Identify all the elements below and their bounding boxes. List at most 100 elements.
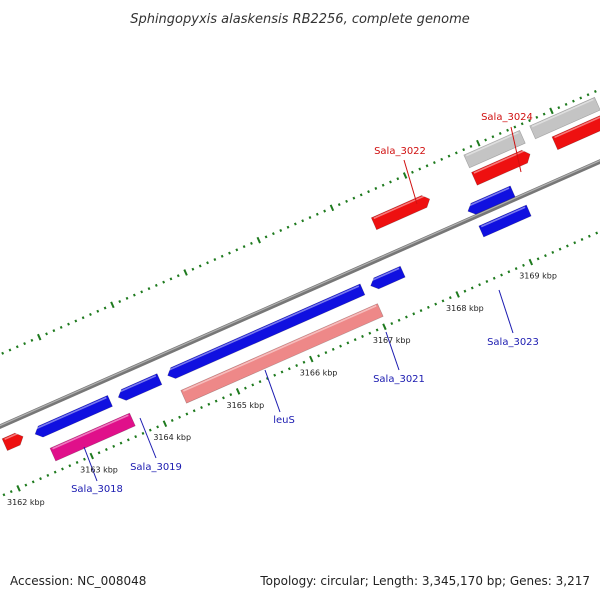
scale-label-3167: 3167 kbp bbox=[373, 336, 411, 345]
minor-tick-1 bbox=[375, 328, 379, 332]
minor-tick-1 bbox=[536, 257, 540, 261]
scale-label-3164: 3164 kbp bbox=[153, 433, 191, 442]
minor-tick-0 bbox=[513, 125, 517, 129]
minor-tick-1 bbox=[426, 305, 430, 309]
scale-label-3162: 3162 kbp bbox=[7, 498, 45, 507]
backbone-line bbox=[0, 159, 600, 430]
gene-sala-3021 bbox=[370, 265, 406, 290]
scale-label-3166: 3166 kbp bbox=[300, 369, 338, 378]
minor-tick-1 bbox=[595, 231, 599, 235]
minor-tick-1 bbox=[361, 334, 364, 338]
minor-tick-0 bbox=[447, 154, 451, 158]
map-title: Sphingopyxis alaskensis RB2256, complete… bbox=[130, 12, 470, 27]
major-tick-1 bbox=[528, 258, 534, 266]
gene-leus bbox=[180, 303, 384, 404]
label-leaders bbox=[83, 126, 522, 482]
gene-sala-3023-shine bbox=[480, 206, 526, 228]
map-labels: 3162 kbp 3163 kbp 3164 kbp 3165 kbp 3166 kbp… bbox=[7, 112, 557, 507]
minor-tick-1 bbox=[61, 467, 64, 471]
gene-sala-3018-shine bbox=[52, 414, 129, 450]
minor-tick-1 bbox=[200, 406, 203, 410]
gene-sala-3017 bbox=[1, 432, 24, 451]
minor-tick-0 bbox=[30, 338, 34, 342]
minor-tick-0 bbox=[23, 342, 26, 346]
gene-sala-3025-gray bbox=[529, 96, 600, 140]
minor-tick-0 bbox=[89, 312, 92, 316]
leader-sala_3023 bbox=[498, 289, 514, 334]
minor-tick-0 bbox=[286, 225, 290, 229]
minor-tick-1 bbox=[214, 399, 218, 403]
minor-tick-0 bbox=[359, 193, 363, 197]
minor-tick-0 bbox=[498, 131, 502, 135]
minor-tick-0 bbox=[118, 300, 122, 304]
minor-tick-1 bbox=[287, 367, 291, 371]
minor-tick-0 bbox=[1, 351, 5, 355]
minor-tick-0 bbox=[154, 283, 158, 287]
gene-label-leus: leuS bbox=[273, 415, 295, 426]
leader-leus bbox=[264, 369, 281, 413]
minor-tick-0 bbox=[462, 148, 466, 152]
minor-tick-0 bbox=[169, 277, 173, 281]
minor-tick-1 bbox=[514, 267, 518, 271]
topology-text: Topology: circular; Length: 3,345,170 bp… bbox=[260, 574, 590, 588]
minor-tick-0 bbox=[15, 345, 19, 349]
minor-tick-1 bbox=[222, 396, 225, 400]
minor-tick-0 bbox=[67, 322, 70, 326]
minor-tick-1 bbox=[119, 441, 123, 445]
gene-sala-3025-gray-shine bbox=[531, 98, 594, 128]
minor-tick-1 bbox=[419, 309, 423, 313]
minor-tick-0 bbox=[528, 119, 531, 123]
leader-sala_3022 bbox=[403, 159, 418, 205]
major-tick-0 bbox=[476, 139, 481, 147]
scale-label-3168: 3168 kbp bbox=[446, 304, 484, 313]
minor-tick-1 bbox=[178, 415, 181, 419]
minor-tick-0 bbox=[352, 196, 356, 200]
gene-leus-shine bbox=[182, 305, 377, 392]
major-tick-1 bbox=[309, 355, 314, 363]
major-tick-0 bbox=[110, 301, 115, 309]
gene-label-sala-3023: Sala_3023 bbox=[487, 337, 539, 348]
major-tick-0 bbox=[183, 269, 188, 276]
major-tick-1 bbox=[89, 452, 94, 460]
minor-tick-0 bbox=[345, 199, 348, 203]
minor-tick-1 bbox=[24, 483, 28, 487]
tick-marks bbox=[1, 89, 599, 497]
gene-sala-3019-shine bbox=[117, 375, 157, 394]
minor-tick-1 bbox=[558, 247, 562, 251]
minor-tick-0 bbox=[315, 212, 319, 216]
minor-tick-0 bbox=[8, 348, 12, 352]
minor-tick-1 bbox=[573, 241, 577, 245]
gene-sala-3025 bbox=[551, 115, 600, 151]
major-tick-0 bbox=[549, 107, 554, 115]
gene-sala-3024 bbox=[471, 149, 531, 186]
minor-tick-0 bbox=[213, 258, 217, 262]
minor-tick-0 bbox=[235, 248, 239, 252]
minor-tick-1 bbox=[75, 460, 79, 464]
minor-tick-1 bbox=[302, 360, 306, 364]
gene-sala-3025-shine bbox=[554, 116, 600, 139]
gene-leus-a bbox=[167, 283, 366, 379]
minor-tick-1 bbox=[170, 418, 174, 422]
minor-tick-1 bbox=[39, 477, 42, 481]
minor-tick-1 bbox=[280, 370, 284, 374]
gene-sala-3018 bbox=[49, 412, 136, 462]
gene-sala-3017-shine bbox=[4, 432, 20, 441]
minor-tick-1 bbox=[2, 493, 6, 497]
minor-tick-1 bbox=[580, 237, 584, 241]
gene-sala-3023a bbox=[467, 185, 516, 215]
major-tick-0 bbox=[37, 333, 42, 341]
minor-tick-0 bbox=[454, 151, 458, 155]
minor-tick-0 bbox=[432, 161, 436, 165]
gene-sala-3024-gray-shine bbox=[465, 131, 519, 157]
minor-tick-0 bbox=[132, 293, 136, 297]
minor-tick-0 bbox=[367, 190, 370, 194]
gene-leus-a-shine bbox=[167, 285, 360, 372]
minor-tick-0 bbox=[586, 93, 590, 97]
minor-tick-0 bbox=[337, 203, 341, 207]
minor-tick-0 bbox=[506, 128, 509, 132]
leader-sala_3024 bbox=[510, 126, 522, 173]
minor-tick-1 bbox=[448, 296, 452, 300]
minor-tick-1 bbox=[141, 431, 145, 435]
minor-tick-1 bbox=[317, 354, 320, 358]
